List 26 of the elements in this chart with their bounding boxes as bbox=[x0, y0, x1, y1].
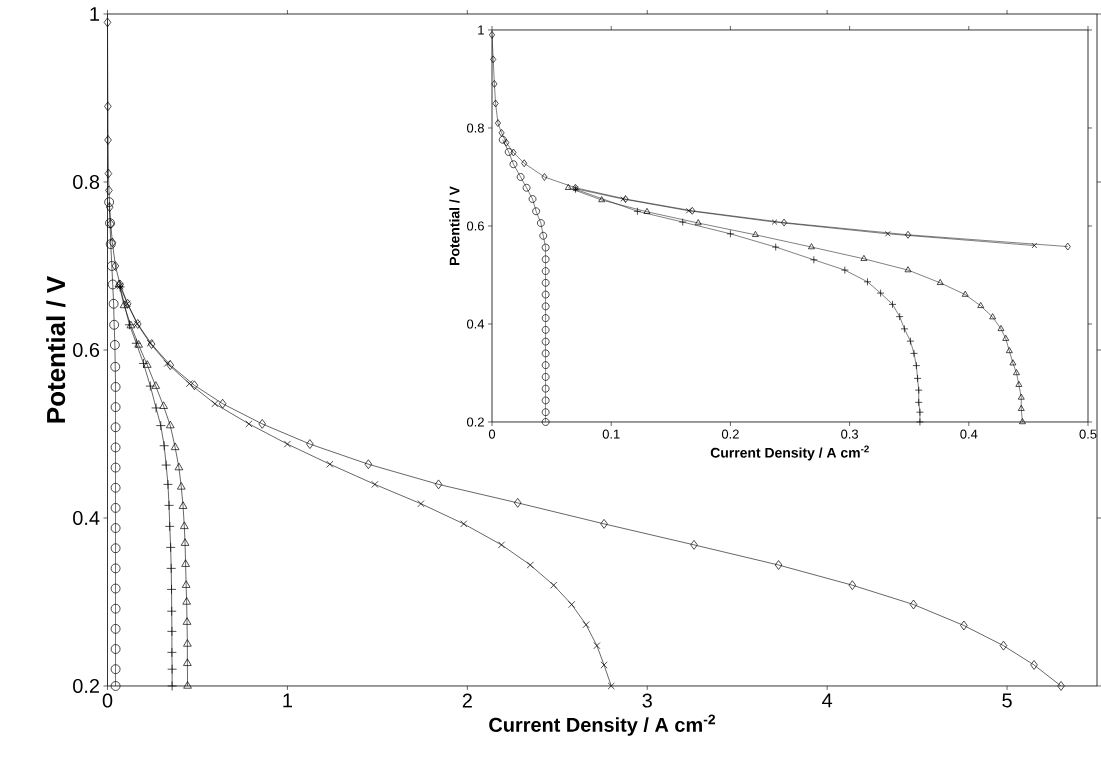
y-axis-title: Potential / V bbox=[46, 276, 66, 423]
x-tick-label: 3 bbox=[642, 693, 652, 708]
x-axis-title: Current Density / A cm$^{-2}$ bbox=[489, 714, 716, 736]
x-tick-label: 0.3 bbox=[841, 429, 859, 439]
x-tick-label: 0.1 bbox=[602, 429, 620, 439]
x-tick-label: 0.2 bbox=[721, 429, 739, 439]
y-tick-label: 0.6 bbox=[73, 342, 100, 358]
y-axis-title: Potential / V bbox=[449, 186, 460, 265]
x-tick-label: 4 bbox=[822, 693, 833, 708]
y-tick-label: 0.4 bbox=[466, 319, 485, 329]
x-tick-label: 2 bbox=[462, 693, 472, 708]
y-tick-label: 1 bbox=[90, 7, 100, 21]
y-tick-label: 0.8 bbox=[73, 174, 100, 190]
y-tick-label: 0.8 bbox=[466, 123, 484, 133]
x-tick-label: 0 bbox=[488, 429, 496, 439]
x-tick-label: 1 bbox=[283, 693, 292, 708]
y-tick-label: 0.6 bbox=[466, 221, 484, 231]
y-tick-label: 0.2 bbox=[73, 678, 99, 694]
x-tick-label: 0 bbox=[102, 693, 113, 708]
x-tick-label: 0.5 bbox=[1079, 429, 1097, 439]
y-tick-label: 0.4 bbox=[73, 510, 100, 526]
x-axis-title: Current Density / A cm$^{-2}$ bbox=[710, 445, 869, 461]
x-tick-label: 5 bbox=[1002, 693, 1012, 708]
y-tick-label: 0.2 bbox=[466, 417, 484, 427]
y-tick-label: 1 bbox=[478, 25, 484, 35]
x-tick-label: 0.4 bbox=[960, 429, 978, 439]
